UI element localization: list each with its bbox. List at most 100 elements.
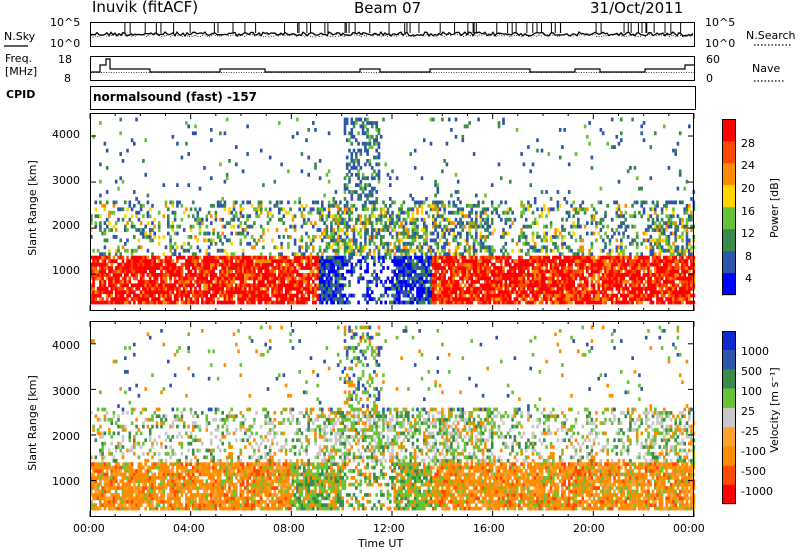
heatmap-cell [298,266,301,270]
heatmap-cell [257,297,261,301]
heatmap-cell [470,273,474,277]
heatmap-cell [404,269,408,274]
heatmap-cell [400,207,403,212]
heatmap-cell [336,235,340,239]
heatmap-cell [185,248,188,253]
heatmap-cell [180,155,184,160]
heatmap-cell [599,259,603,263]
heatmap-cell [357,300,360,305]
heatmap-cell [665,235,668,239]
heatmap-cell [142,228,145,232]
heatmap-cell [454,203,458,208]
heatmap-cell [545,300,548,305]
heatmap-cell [284,290,288,295]
heatmap-cell [472,248,476,253]
heatmap-cell [370,207,374,212]
heatmap-cell [642,269,646,274]
heatmap-cell [456,221,460,225]
heatmap-cell [321,210,324,215]
heatmap-cell [350,273,354,277]
heatmap-cell [341,221,344,225]
heatmap-cell [332,197,335,201]
heatmap-cell [221,290,224,295]
heatmap-cell [649,279,653,284]
heatmap-cell [325,255,329,260]
heatmap-cell [436,210,440,215]
heatmap-cell [617,286,621,291]
heatmap-cell [395,217,399,222]
heatmap-cell [264,255,267,260]
heatmap-cell [160,266,163,270]
heatmap-cell [293,293,297,298]
heatmap-cell [420,300,424,305]
heatmap-cell [610,262,614,267]
heatmap-cell [318,279,322,284]
heatmap-cell [579,273,582,277]
heatmap-cell [300,252,304,257]
heatmap-cell [364,124,367,129]
heatmap-cell [201,273,204,277]
heatmap-cell [137,238,141,243]
heatmap-cell [352,121,356,125]
heatmap-cell [139,290,143,295]
heatmap-cell [447,300,451,305]
heatmap-cell [316,262,320,267]
heatmap-cell [239,266,243,270]
heatmap-cell [248,214,252,219]
heatmap-cell [468,214,471,219]
heatmap-cell [561,235,564,239]
heatmap-cell [490,283,494,288]
heatmap-cell [545,248,548,253]
heatmap-cell [647,214,650,219]
heatmap-cell [210,238,213,243]
heatmap-cell [529,283,532,288]
heatmap-cell [452,276,455,281]
heatmap-cell [667,245,671,250]
heatmap-cell [302,207,306,212]
heatmap-cell [579,297,582,301]
heatmap-cell [321,231,324,236]
heatmap-cell [418,290,421,295]
heatmap-cell [454,134,458,139]
heatmap-cell [114,276,118,281]
heatmap-cell [128,262,132,267]
heatmap-cell [629,259,632,263]
heatmap-cell [257,276,261,281]
heatmap-cell [633,269,637,274]
heatmap-cell [629,166,632,170]
heatmap-cell [128,217,132,222]
heatmap-cell [119,290,122,295]
heatmap-cell [395,221,399,225]
heatmap-cell [543,269,546,274]
heatmap-cell [103,269,107,274]
heatmap-cell [409,245,412,250]
heatmap-cell [436,224,440,229]
heatmap-cell [540,266,544,270]
heatmap-cell [253,283,256,288]
heatmap-cell [443,231,446,236]
heatmap-cell [398,300,401,305]
heatmap-cell [241,248,245,253]
heatmap-cell [300,210,304,215]
heatmap-cell [375,128,378,132]
heatmap-cell [210,214,213,219]
heatmap-cell [130,221,134,225]
heatmap-cell [287,300,290,305]
heatmap-cell [651,255,655,260]
heatmap-cell [336,276,340,281]
heatmap-cell [350,210,354,215]
heatmap-cell [577,217,580,222]
heatmap-cell [402,276,406,281]
heatmap-cell [570,276,573,281]
heatmap-cell [475,224,478,229]
heatmap-cell [278,259,281,263]
heatmap-cell [459,241,462,246]
heatmap-cell [445,279,449,284]
heatmap-cell [110,210,113,215]
heatmap-cell [94,300,98,305]
heatmap-cell [586,221,589,225]
heatmap-cell [146,293,150,298]
heatmap-cell [488,293,492,298]
heatmap-cell [232,200,236,205]
heatmap-cell [284,269,288,274]
